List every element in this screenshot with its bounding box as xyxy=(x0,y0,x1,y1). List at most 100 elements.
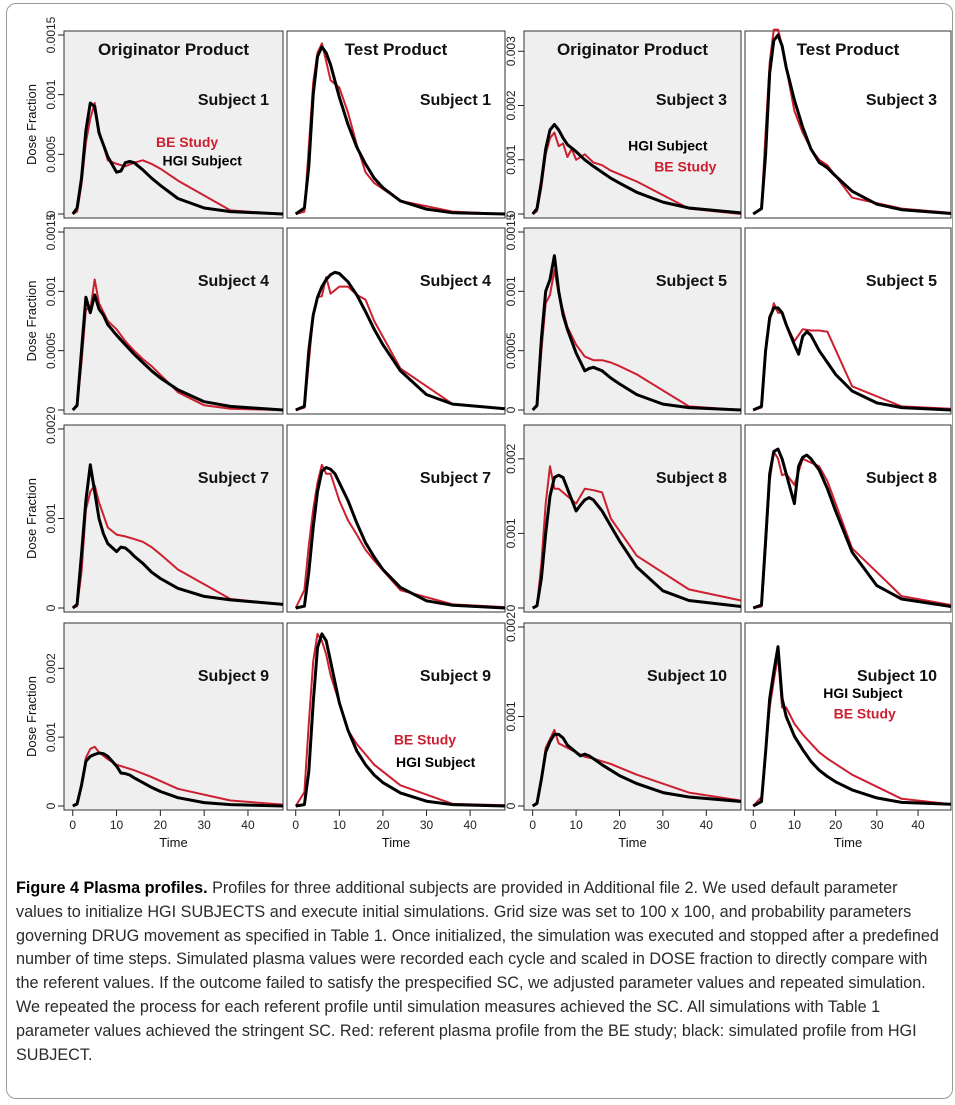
panel-1: Originator Product Subject 1 0 0.0005 0.001 0… xyxy=(24,16,284,219)
annotation-hgi-subject: HGI Subject xyxy=(628,138,708,154)
subject-label: Subject 8 xyxy=(656,470,727,487)
annotation-hgi-subject: HGI Subject xyxy=(823,685,903,701)
panel-14: Subject 9 0 10 20 30 40 Time BE Study HGI Subjec… xyxy=(286,622,506,850)
panel-3: Originator Product Subject 3 0 0.001 0.002 0.… xyxy=(504,30,742,219)
annotation-be-study: BE Study xyxy=(654,158,716,174)
y-tick-label: 0 xyxy=(44,604,58,611)
plot-area xyxy=(63,424,284,613)
subject-label: Subject 10 xyxy=(647,668,727,685)
panel-6: Subject 4 xyxy=(286,227,506,415)
x-tick-label: 20 xyxy=(376,818,390,832)
subject-label: Subject 3 xyxy=(656,92,727,109)
x-tick-label: 0 xyxy=(750,818,757,832)
annotation-hgi-subject: HGI Subject xyxy=(396,754,476,770)
plot-area xyxy=(744,30,952,219)
x-tick-label: 40 xyxy=(700,818,714,832)
plot-area xyxy=(523,424,742,613)
y-tick-label: 0 xyxy=(504,210,518,217)
plot-area xyxy=(286,30,506,219)
y-tick-label: 0.003 xyxy=(504,36,518,66)
y-tick-label: 0.001 xyxy=(44,276,58,306)
y-tick-label: 0.0015 xyxy=(44,16,58,53)
y-tick-label: 0.002 xyxy=(504,443,518,473)
x-tick-label: 40 xyxy=(463,818,477,832)
x-tick-label: 20 xyxy=(613,818,627,832)
x-tick-label: 10 xyxy=(110,818,124,832)
y-axis-label: Dose Fraction xyxy=(24,676,39,757)
caption-text: Profiles for three additional subjects a… xyxy=(16,879,939,1064)
series-line-hgi-subject xyxy=(532,473,742,610)
y-tick-label: 0 xyxy=(504,802,518,809)
y-tick-label: 0 xyxy=(44,802,58,809)
plot-area xyxy=(63,622,284,811)
subject-label: Subject 9 xyxy=(420,668,491,685)
panel-9: Subject 7 0 0.001 0.002 Dose Fraction xyxy=(24,414,284,613)
y-tick-label: 0 xyxy=(504,406,518,413)
series-line-hgi-subject xyxy=(752,306,952,412)
y-tick-label: 0 xyxy=(504,604,518,611)
y-axis-label: Dose Fraction xyxy=(24,478,39,559)
x-tick-label: 0 xyxy=(69,818,76,832)
subject-label: Subject 9 xyxy=(198,668,269,685)
subject-label: Subject 3 xyxy=(866,92,937,109)
subject-label: Subject 10 xyxy=(857,668,937,685)
panel-15: Subject 10 0 0.001 0.002 0 10 20 30 40 Time xyxy=(504,612,742,850)
plot-area xyxy=(286,622,506,811)
series-line-hgi-subject xyxy=(752,645,952,808)
subject-label: Subject 7 xyxy=(420,470,491,487)
x-axis-label: Time xyxy=(618,835,646,850)
x-tick-label: 30 xyxy=(656,818,670,832)
x-tick-label: 10 xyxy=(788,818,802,832)
subject-label: Subject 5 xyxy=(866,273,937,290)
subject-label: Subject 1 xyxy=(420,92,491,109)
annotation-be-study: BE Study xyxy=(394,732,456,748)
x-tick-label: 40 xyxy=(911,818,925,832)
x-axis-label: Time xyxy=(382,835,410,850)
series-line-hgi-subject xyxy=(752,33,952,216)
y-tick-label: 0.001 xyxy=(504,276,518,306)
plot-area xyxy=(523,227,742,415)
series-line-hgi-subject xyxy=(531,732,742,808)
series-line-hgi-subject xyxy=(295,632,506,808)
y-tick-label: 0.0005 xyxy=(44,332,58,369)
x-tick-label: 0 xyxy=(292,818,299,832)
y-tick-label: 0.001 xyxy=(504,144,518,174)
subject-label: Subject 4 xyxy=(420,273,491,290)
series-line-hgi-subject xyxy=(295,270,506,412)
panel-12: Subject 8 xyxy=(744,424,952,613)
subject-label: Subject 7 xyxy=(198,470,269,487)
series-line-hgi-subject xyxy=(752,447,952,610)
y-tick-label: 0.001 xyxy=(504,518,518,548)
product-title: Test Product xyxy=(345,40,448,59)
caption-label: Figure 4 Plasma profiles. xyxy=(16,879,208,897)
y-tick-label: 0 xyxy=(44,406,58,413)
series-line-hgi-subject xyxy=(294,45,506,216)
y-tick-label: 0.001 xyxy=(44,722,58,752)
subject-label: Subject 8 xyxy=(866,470,937,487)
y-tick-label: 0.001 xyxy=(44,503,58,533)
series-line-hgi-subject xyxy=(531,254,742,412)
subject-label: Subject 5 xyxy=(656,273,727,290)
y-tick-label: 0.002 xyxy=(44,653,58,683)
y-tick-label: 0.002 xyxy=(504,90,518,120)
panel-2: Test Product Subject 1 xyxy=(286,30,506,219)
x-tick-label: 30 xyxy=(197,818,211,832)
panel-16: Subject 10 0 10 20 30 40 Time HGI Subject BE Stu… xyxy=(744,622,952,850)
series-line-hgi-subject xyxy=(71,293,284,412)
y-tick-label: 0.0005 xyxy=(44,136,58,173)
annotation-be-study: BE Study xyxy=(834,705,896,721)
y-axis-label: Dose Fraction xyxy=(24,281,39,362)
x-tick-label: 40 xyxy=(241,818,255,832)
subject-label: Subject 1 xyxy=(198,92,269,109)
y-tick-label: 0.0015 xyxy=(504,213,518,250)
series-line-hgi-subject xyxy=(72,751,284,808)
x-axis-label: Time xyxy=(834,835,862,850)
y-tick-label: 0.002 xyxy=(44,414,58,444)
panel-11: Subject 8 0 0.001 0.002 xyxy=(504,424,742,613)
annotation-be-study: BE Study xyxy=(156,134,218,150)
plot-area xyxy=(744,424,952,613)
subject-label: Subject 4 xyxy=(198,273,269,290)
figure-frame xyxy=(6,3,953,1099)
panel-8: Subject 5 xyxy=(744,227,952,415)
